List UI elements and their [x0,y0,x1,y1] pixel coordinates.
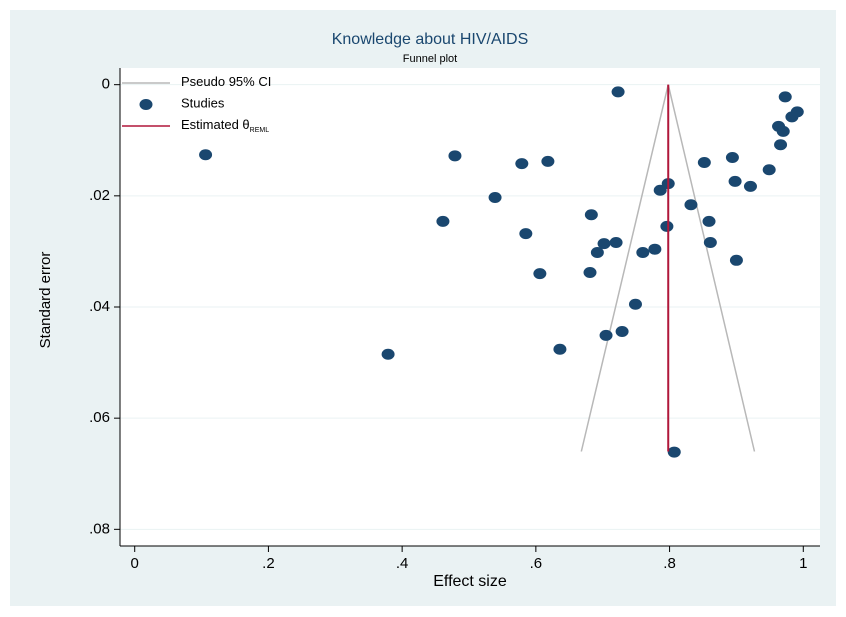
study-point [697,156,711,168]
study-point [519,228,533,240]
study-point [541,155,555,167]
study-point [584,209,598,221]
study-point [628,298,642,310]
study-point [611,86,625,98]
study-point [636,247,650,259]
study-point [774,139,788,151]
x-tick-label: 1 [799,555,807,572]
study-point [597,238,611,250]
study-point [583,267,597,279]
study-point [448,150,462,162]
study-point [599,329,613,341]
chart-subtitle: Funnel plot [403,53,457,65]
study-point [660,220,674,232]
legend-swatch [139,99,153,110]
y-tick-label: .04 [89,298,110,315]
legend-label: Studies [181,96,225,111]
x-tick-label: .8 [663,555,676,572]
study-point [762,164,776,176]
study-point [776,125,790,137]
study-point [488,192,502,204]
legend-name: Pseudo 95% CI [181,74,271,89]
legend-name: Studies [181,96,225,111]
study-point [725,151,739,163]
study-point [609,237,623,249]
study-point [553,343,567,355]
x-tick-label: .4 [396,555,409,572]
y-tick-label: .06 [89,409,110,426]
study-point [515,158,529,170]
x-tick-label: 0 [131,555,139,572]
study-point [702,215,716,227]
y-axis-label: Standard error [37,252,54,349]
study-point [436,215,450,227]
y-tick-label: 0 [102,76,110,93]
x-axis-label: Effect size [433,573,507,590]
study-point [590,247,604,259]
y-tick-label: .02 [89,187,110,204]
x-tick-label: .6 [530,555,543,572]
y-tick-label: .08 [89,520,110,537]
study-point [728,175,742,187]
study-point [684,199,698,211]
study-point [199,149,213,161]
legend-name: Estimated θ [181,117,250,132]
study-point [653,184,667,196]
study-point [729,254,743,266]
legend-subscript: REML [250,127,270,134]
study-point [790,106,804,118]
x-tick-label: .2 [262,555,275,572]
study-point [703,237,717,249]
study-point [778,91,792,103]
study-point [381,348,395,360]
chart-title: Knowledge about HIV/AIDS [332,31,529,48]
legend-label: Estimated θREML [181,117,269,133]
study-point [533,268,547,280]
study-point [743,180,757,192]
study-point [648,243,662,255]
study-point [615,325,629,337]
legend-label: Pseudo 95% CI [181,74,271,89]
study-point [667,446,681,458]
